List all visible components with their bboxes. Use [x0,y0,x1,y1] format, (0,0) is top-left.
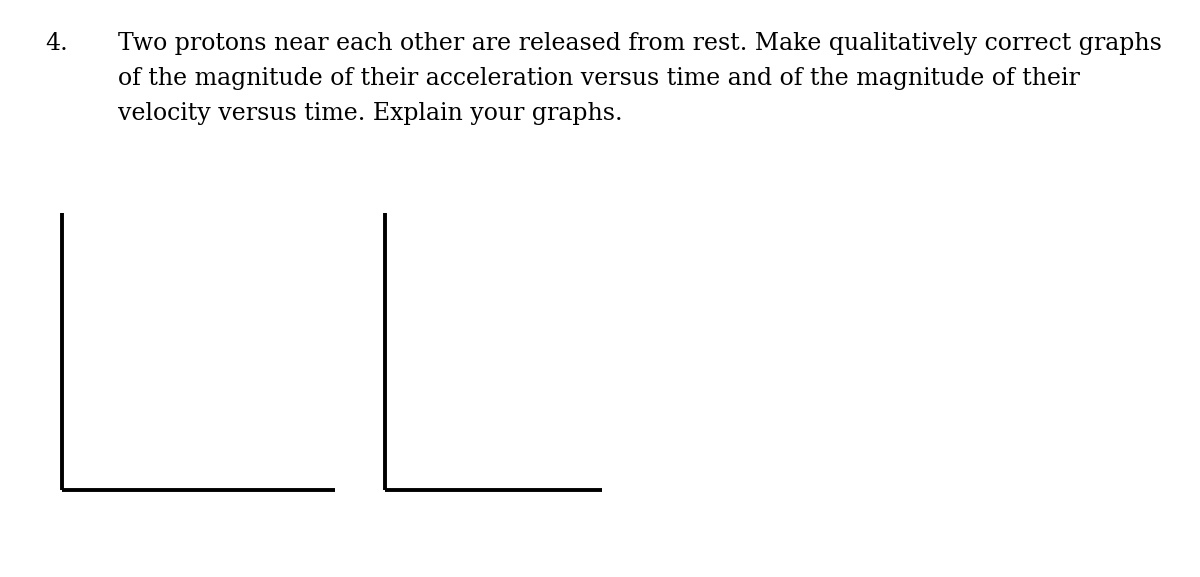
Text: Two protons near each other are released from rest. Make qualitatively correct g: Two protons near each other are released… [118,32,1162,55]
Text: velocity versus time. Explain your graphs.: velocity versus time. Explain your graph… [118,102,623,125]
Text: 4.: 4. [46,32,67,55]
Text: of the magnitude of their acceleration versus time and of the magnitude of their: of the magnitude of their acceleration v… [118,67,1080,90]
